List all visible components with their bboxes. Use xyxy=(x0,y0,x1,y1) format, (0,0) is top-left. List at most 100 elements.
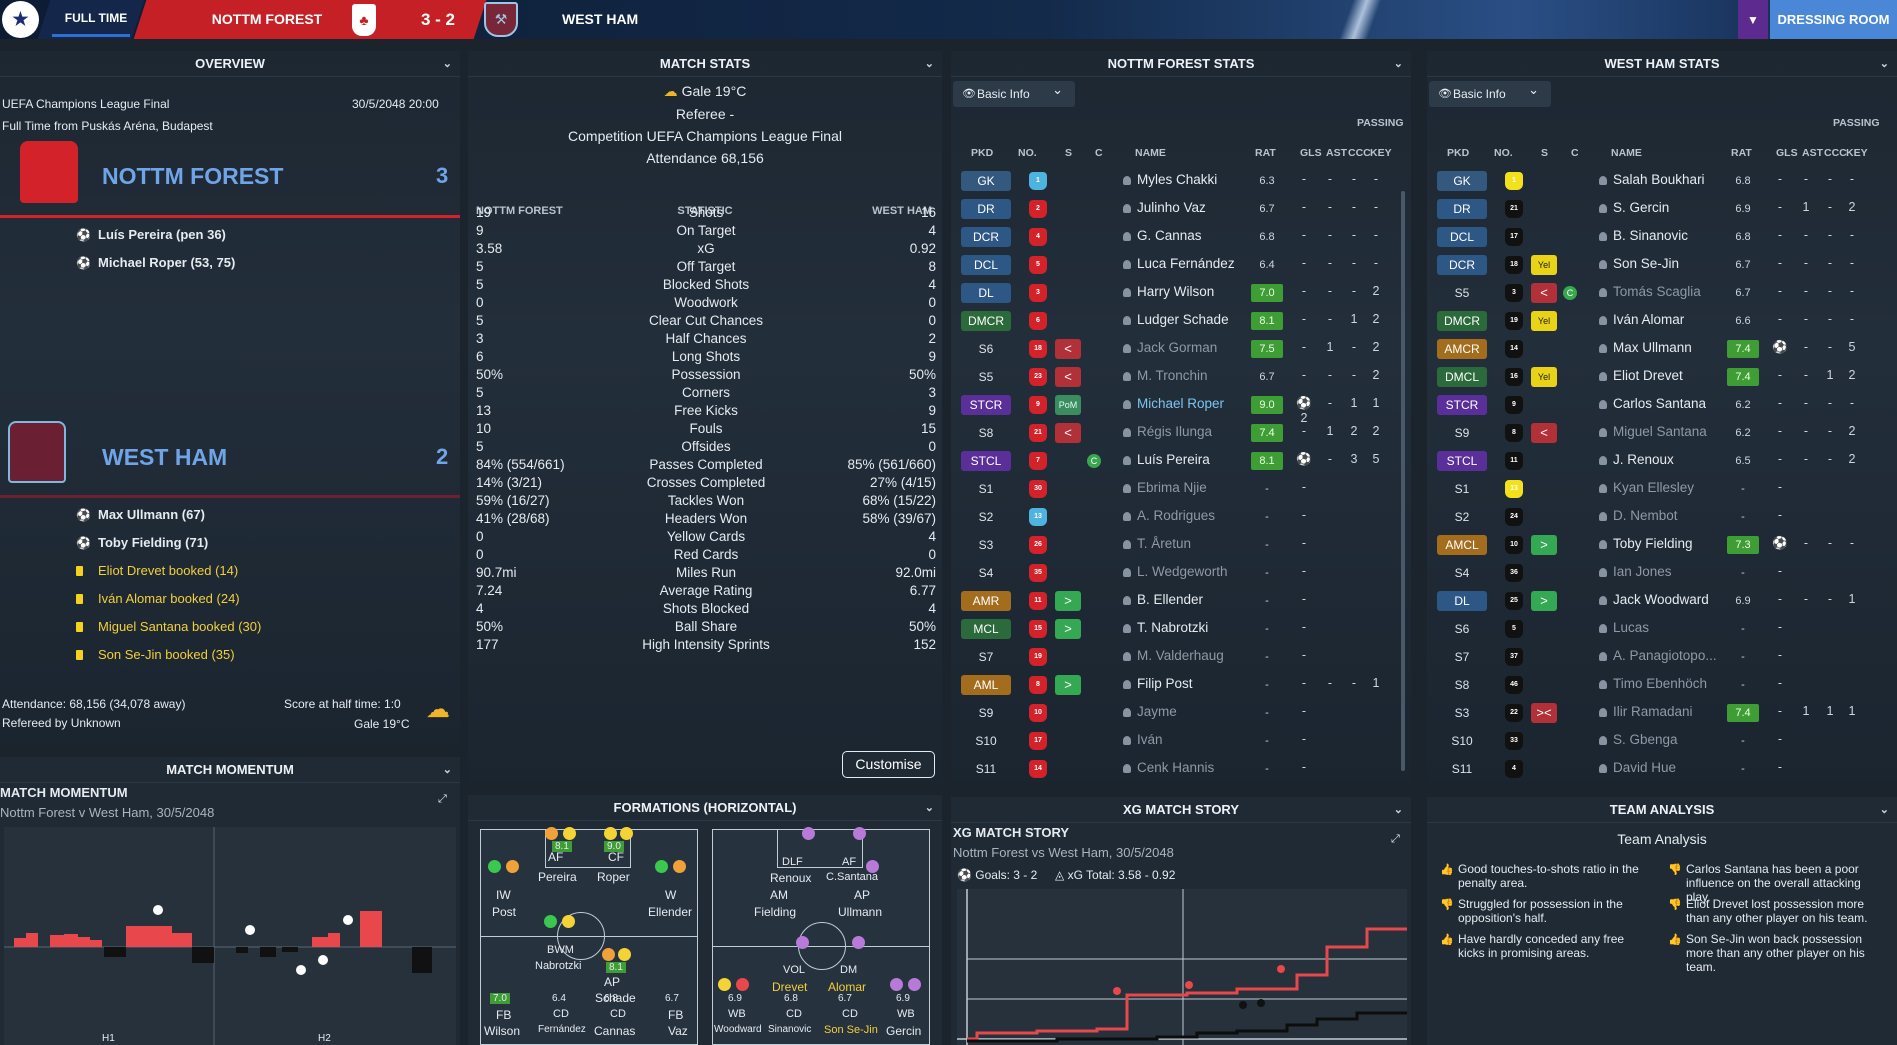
player-name[interactable]: Miguel Santana xyxy=(1599,424,1707,439)
chevron-down-icon[interactable]: ⌄ xyxy=(1393,804,1403,816)
table-row[interactable]: S7 19 M. Valderhaug - - xyxy=(951,644,1411,670)
player-name[interactable]: T. Nabrotzki xyxy=(1122,620,1209,635)
player-name[interactable]: Tomás Scaglia xyxy=(1599,284,1701,299)
formation-player[interactable]: Renoux xyxy=(770,871,812,885)
table-row[interactable]: AMCL 10 > Toby Fielding 7.3 ⚽ - - - xyxy=(1427,532,1887,558)
player-name[interactable]: Eliot Drevet xyxy=(1599,368,1683,383)
column-header-c[interactable]: C xyxy=(1571,147,1579,159)
column-header-rat[interactable]: RAT xyxy=(1731,147,1752,159)
table-row[interactable]: AMCR 14 Max Ullmann 7.4 ⚽ - - 5 xyxy=(1427,336,1887,362)
formation-player[interactable]: Alomar xyxy=(828,980,867,994)
expand-icon[interactable]: ⤢ xyxy=(438,793,447,805)
chevron-down-icon[interactable]: ⌄ xyxy=(1879,804,1889,816)
column-header-s[interactable]: S xyxy=(1065,147,1073,159)
table-row[interactable]: DR 21 S. Gercin 6.9 - 1 - 2 xyxy=(1427,196,1887,222)
player-name[interactable]: Iván xyxy=(1123,732,1163,747)
column-header-name[interactable]: NAME xyxy=(1135,147,1166,159)
table-row[interactable]: S11 14 Cenk Hannis - - xyxy=(951,756,1411,782)
table-row[interactable]: DR 2 Julinho Vaz 6.7 - - - - xyxy=(951,196,1411,222)
formation-player[interactable]: Wilson xyxy=(484,1024,521,1038)
table-row[interactable]: S11 4 David Hue - - xyxy=(1427,756,1887,782)
column-header-gls[interactable]: GLS xyxy=(1776,147,1798,159)
column-header-ccc[interactable]: CCC xyxy=(1824,147,1847,159)
chevron-down-icon[interactable]: ⌄ xyxy=(442,764,452,776)
formation-player[interactable]: Cannas xyxy=(594,1024,636,1038)
expand-icon[interactable]: ⤢ xyxy=(1391,833,1400,845)
player-name[interactable]: D. Nembot xyxy=(1599,508,1678,523)
table-row[interactable]: STCL 11 J. Renoux 6.5 - - - 2 xyxy=(1427,448,1887,474)
player-name[interactable]: Kyan Ellesley xyxy=(1598,480,1695,495)
basic-info-dropdown[interactable]: 👁 Basic Info xyxy=(1429,77,1551,107)
table-row[interactable]: S4 36 Ian Jones - - xyxy=(1427,560,1887,586)
column-header-c[interactable]: C xyxy=(1095,147,1103,159)
formation-player[interactable]: Son Se-Jin xyxy=(824,1024,878,1036)
player-name[interactable]: Toby Fielding xyxy=(1599,536,1693,551)
column-header-key[interactable]: KEY xyxy=(1846,147,1868,159)
formation-player[interactable]: C.Santana xyxy=(826,871,878,883)
player-name[interactable]: B. Sinanovic xyxy=(1598,228,1689,243)
player-name[interactable]: Jayme xyxy=(1123,704,1177,719)
overview-away-name[interactable]: WEST HAM xyxy=(102,444,228,470)
player-name[interactable]: Ian Jones xyxy=(1599,564,1672,579)
westham-stats-header[interactable]: WEST HAM STATS ⌄ xyxy=(1427,51,1897,77)
column-header-name[interactable]: NAME xyxy=(1611,147,1642,159)
player-name[interactable]: Son Se-Jin xyxy=(1598,256,1680,271)
player-name[interactable]: M. Valderhaug xyxy=(1123,648,1224,663)
chevron-down-icon[interactable]: ⌄ xyxy=(924,802,934,814)
column-header-ccc[interactable]: CCC xyxy=(1348,147,1371,159)
formations-header[interactable]: FORMATIONS (HORIZONTAL) ⌄ xyxy=(468,795,942,821)
table-row[interactable]: S10 33 S. Gbenga - - xyxy=(1427,728,1887,754)
player-name[interactable]: Iván Alomar xyxy=(1598,312,1685,327)
formation-player[interactable]: Nabrotzki xyxy=(535,960,582,972)
player-name[interactable]: S. Gbenga xyxy=(1599,732,1678,747)
player-name[interactable]: Luís Pereira xyxy=(1123,452,1210,467)
table-row[interactable]: DMCR 6 Ludger Schade 8.1 - - 1 2 xyxy=(951,308,1411,334)
table-row[interactable]: S2 13 A. Rodrigues - - xyxy=(951,504,1411,530)
table-row[interactable]: AMR 11 > B. Ellender - - xyxy=(951,588,1411,614)
table-row[interactable]: S5 3 < C Tomás Scaglia 6.7 - - - - xyxy=(1427,280,1887,306)
scrollbar[interactable] xyxy=(1401,191,1405,771)
player-name[interactable]: G. Cannas xyxy=(1123,228,1202,243)
chevron-down-icon[interactable]: ⌄ xyxy=(924,58,934,70)
chevron-down-icon[interactable]: ⌄ xyxy=(1879,58,1889,70)
column-header-gls[interactable]: GLS xyxy=(1300,147,1322,159)
table-row[interactable]: STCR 9 Carlos Santana 6.2 - - - - xyxy=(1427,392,1887,418)
formation-player[interactable]: Ellender xyxy=(648,905,693,919)
player-name[interactable]: Ilir Ramadani xyxy=(1599,704,1693,719)
column-header-s[interactable]: S xyxy=(1541,147,1549,159)
column-header-ast[interactable]: AST xyxy=(1326,147,1347,159)
table-row[interactable]: S3 22 >< Ilir Ramadani 7.4-1 1 1 xyxy=(1427,700,1887,726)
customise-button[interactable]: Customise xyxy=(842,751,935,778)
formation-player[interactable]: Schade xyxy=(595,991,636,1005)
away-team-name[interactable]: WEST HAM xyxy=(562,11,639,27)
table-row[interactable]: GK 1 Myles Chakki 6.3 - - - - xyxy=(951,168,1411,194)
match-stats-header[interactable]: MATCH STATS ⌄ xyxy=(468,51,942,77)
table-row[interactable]: S5 23 < M. Tronchin 6.7 - - - 2 xyxy=(951,364,1411,390)
table-row[interactable]: S1 13 Kyan Ellesley - - xyxy=(1427,476,1887,502)
table-row[interactable]: DCR 4 G. Cannas 6.8 - - - - xyxy=(951,224,1411,250)
player-name[interactable]: Max Ullmann xyxy=(1599,340,1692,355)
formation-player[interactable]: Vaz xyxy=(668,1024,688,1038)
column-header-pkd[interactable]: PKD xyxy=(971,147,994,159)
player-name[interactable]: A. Rodrigues xyxy=(1122,508,1216,523)
table-row[interactable]: S6 18 < Jack Gorman 7.5 - 1 - 2 xyxy=(951,336,1411,362)
table-row[interactable]: S7 37 A. Panagiotopo... - - xyxy=(1427,644,1887,670)
table-row[interactable]: S4 35 L. Wedgeworth - - xyxy=(951,560,1411,586)
chevron-down-icon[interactable]: ▼ xyxy=(1738,0,1768,39)
column-header-no[interactable]: NO. xyxy=(1018,147,1037,159)
formation-player[interactable]: Sinanovic xyxy=(768,1024,812,1035)
formation-player[interactable]: Woodward xyxy=(714,1024,762,1035)
player-name[interactable]: Ebrima Njie xyxy=(1123,480,1207,495)
table-row[interactable]: DCR 18 Yel Son Se-Jin 6.7 - - - - xyxy=(1427,252,1887,278)
formation-player[interactable]: Fernández xyxy=(538,1024,586,1035)
formation-player[interactable]: Gercin xyxy=(886,1024,922,1038)
player-name[interactable]: S. Gercin xyxy=(1598,200,1670,215)
table-row[interactable]: DL 25 > Jack Woodward 6.9 - - - 1 xyxy=(1427,588,1887,614)
formation-player[interactable]: Drevet xyxy=(772,980,808,994)
player-name[interactable]: B. Ellender xyxy=(1122,592,1204,607)
table-row[interactable]: GK 1 Salah Boukhari 6.8 - - - - xyxy=(1427,168,1887,194)
table-row[interactable]: S1 30 Ebrima Njie - - xyxy=(951,476,1411,502)
player-name[interactable]: Salah Boukhari xyxy=(1599,172,1705,187)
chevron-down-icon[interactable]: ⌄ xyxy=(1393,58,1403,70)
column-header-no[interactable]: NO. xyxy=(1494,147,1513,159)
